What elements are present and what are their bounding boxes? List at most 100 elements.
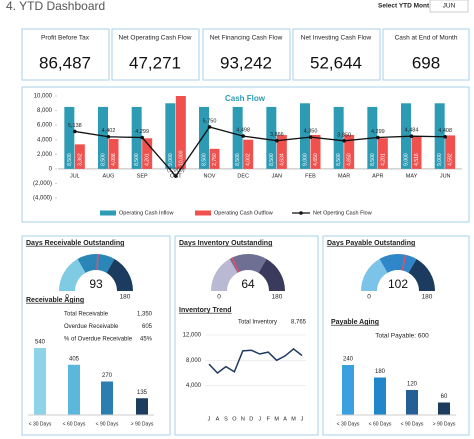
stat-value: 605 [142,324,153,330]
x-tick-label: M [291,416,296,422]
data-label: 60 [441,394,448,400]
data-label: (1,000) [167,168,185,174]
x-tick-label: O [232,416,237,422]
bar [101,381,113,415]
kpi-label: Net Financing Cash Flow [210,35,283,42]
x-tick-label: < 90 Days [96,421,119,427]
legend-label: Net Operting Cash Flow [313,210,372,216]
bar [98,106,108,169]
x-tick-label: MAR [338,173,350,179]
bar [243,139,254,169]
panel-title: Inventory Trend [179,307,232,314]
stat-value: 45% [140,337,153,343]
x-tick-label: J [301,416,304,422]
month-selector[interactable] [429,0,469,13]
gauge-band [59,258,86,291]
data-label: 4,592 [448,153,454,166]
line-marker [174,174,178,178]
legend-label: Operating Cash Inflow [119,210,173,216]
kpi-value: 86,487 [39,53,91,72]
stat-value: 1,350 [137,312,153,318]
data-label: 3,362 [77,153,83,166]
bar [68,364,80,415]
x-tick-label: > 90 Days [131,421,154,427]
data-label: 9,000 [303,153,309,166]
x-tick-label: A [216,416,220,422]
stat-label: Total Receivable [64,312,109,318]
data-label: 4,634 [279,153,285,166]
page-title: 4. YTD Dashboard [6,0,105,13]
stat-value: 8,765 [291,320,307,326]
kpi-label: Cash at End of Month [395,35,458,42]
trend-line [208,347,303,374]
data-label: 120 [407,382,418,388]
x-tick-label: MAY [406,173,418,179]
kpi-value: 698 [412,53,440,72]
line-marker [241,134,245,138]
line-marker [376,135,380,140]
bar [411,135,422,169]
data-label: 8,500 [336,153,342,166]
bar [300,103,310,169]
panel-title: Days Inventory Outstanding [179,240,272,247]
line-marker [342,139,346,143]
data-label: 8,500 [235,153,241,166]
selector-value[interactable]: JUN [443,3,456,10]
x-tick-label: < 60 Days [369,421,392,427]
data-label: 5,750 [203,118,217,124]
legend-marker [299,211,303,215]
selector-label: Select YTD Month [378,3,433,10]
data-label: 240 [343,357,354,363]
gauge-value: 64 [241,277,255,291]
y-tick-label: 4,000 [37,137,53,143]
x-tick-label: < 90 Days [401,421,424,427]
gauge-max: 180 [120,294,131,301]
data-label: 405 [69,356,80,362]
bar [406,390,418,415]
y-tick-label: 12,000 [183,333,202,339]
kpi-card [111,28,200,81]
x-tick-label: APR [372,173,383,179]
data-label: 4,650 [347,153,353,166]
gauge-min: 0 [65,294,69,301]
data-label: 4,402 [102,128,116,134]
bar [438,402,450,415]
x-tick-label: FEB [305,173,316,179]
y-tick-label: (2,000) [33,181,52,187]
kpi-card [202,28,291,81]
x-tick-label: JUN [440,173,451,179]
data-label: 4,350 [304,129,318,135]
bar [333,106,344,169]
data-label: 540 [35,340,46,346]
x-tick-label: F [266,416,270,422]
stat-label: Total Inventory [238,320,277,326]
data-label: 4,516 [414,153,420,166]
data-label: 270 [102,373,113,379]
y-tick-label: 4,000 [186,383,202,389]
gauge-needle [96,254,99,271]
bar [175,96,186,169]
bar [445,135,456,169]
gauge-min: 0 [217,294,221,301]
subtitle: Total Payable: 600 [375,333,429,340]
stat-label: % of Overdue Receivable [64,337,133,343]
bar [232,106,243,169]
gauge-band [361,258,388,291]
kpi-card [382,28,470,81]
bar [64,106,75,169]
y-tick-label: 6,000 [37,123,53,129]
line-marker [308,135,313,139]
x-tick-label: AUG [103,173,115,179]
bar [209,148,220,169]
bar [377,138,388,169]
y-tick-label: 8,000 [37,108,53,114]
legend-label: Operating Cash Outflow [214,210,273,216]
gauge-max: 180 [272,294,283,301]
kpi-label: Profit Before Tax [41,35,90,42]
data-label: 8,500 [134,153,140,166]
stat-label: Overdue Receivable [64,324,119,330]
chart-title: Cash Flow [225,94,266,103]
panel-title: Payable Aging [331,319,379,326]
data-label: 135 [137,390,148,396]
gauge-band [77,254,115,273]
